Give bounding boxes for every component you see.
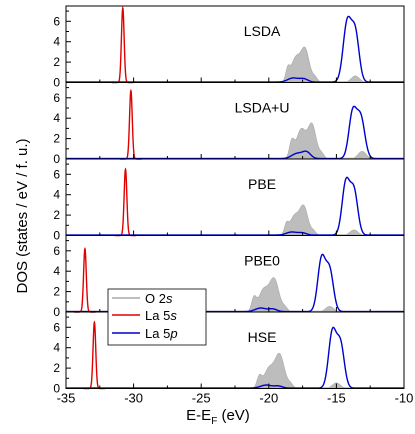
la5s-peak (83, 320, 106, 390)
panel-frame (65, 82, 405, 160)
la5p-curve (66, 176, 404, 236)
legend-la5p-text: La 5 (145, 326, 170, 341)
x-axis-label: E-EF (eV) (186, 407, 250, 427)
x-axis-label-main: E-E (186, 407, 211, 424)
panel-label: LSDA+U (235, 100, 290, 116)
y-tick-label: 4 (53, 341, 60, 355)
y-tick-label: 0 (53, 382, 60, 396)
la5s-peak (74, 246, 96, 313)
legend-entry-la5s: La 5s (145, 308, 177, 323)
y-tick-label: 2 (53, 361, 60, 375)
y-tick-label: 6 (53, 320, 60, 334)
panel-frame (65, 5, 405, 83)
y-tick-label: 4 (53, 188, 60, 202)
panel-frame (65, 158, 405, 236)
legend-entry-o2s: O 2s (145, 291, 173, 306)
x-axis-label-sub: F (211, 416, 217, 427)
axes-group: -35 -30 -25 -20 -15 -10 (57, 391, 414, 406)
y-axis-label: DOS (states / eV / f. u.) (14, 138, 31, 293)
panel-lsda: 0 2 4 6 LSDA (53, 5, 405, 90)
panel-label: LSDA (244, 23, 281, 39)
o2s-area (214, 352, 391, 389)
x-axis-label-unit: (eV) (217, 407, 250, 424)
y-tick-label: 6 (53, 167, 60, 181)
x-tick-label: -10 (395, 391, 414, 406)
y-tick-label: 2 (53, 132, 60, 146)
y-tick-label: 4 (53, 111, 60, 125)
la5s-peak (114, 167, 137, 237)
y-tick-label: 0 (53, 229, 60, 243)
la5s-peak (111, 5, 134, 84)
panel-pbe0: 0 2 4 6 PBE0 (53, 235, 405, 319)
panel-label: PBE0 (244, 253, 280, 269)
panel-label: HSE (248, 329, 277, 345)
y-tick-label: 0 (53, 152, 60, 166)
legend-la5s-orbital: s (170, 308, 177, 323)
y-tick-label: 4 (53, 264, 60, 278)
y-tick-label: 6 (53, 91, 60, 105)
legend-la5s-text: La 5 (145, 308, 170, 323)
legend-o2s-text: O 2 (145, 291, 166, 306)
y-tick-label: 0 (53, 76, 60, 90)
la5s-peak (120, 88, 142, 160)
panel-lsda-u: 0 2 4 6 LSDA+U (53, 82, 405, 166)
x-tick-label: -35 (57, 391, 76, 406)
y-tick-label: 6 (53, 244, 60, 258)
panel-label: PBE (248, 176, 276, 192)
la5p-curve (66, 15, 404, 83)
y-tick-label: 6 (53, 14, 60, 28)
x-tick-label: -15 (327, 391, 346, 406)
legend: O 2s La 5s La 5p (107, 288, 207, 346)
panel-pbe: 0 2 4 6 PBE (53, 158, 405, 243)
y-tick-label: 2 (53, 208, 60, 222)
y-tick-label: 2 (53, 55, 60, 69)
o2s-area (214, 277, 391, 313)
legend-la5p-orbital: p (169, 326, 177, 341)
x-tick-label: -20 (259, 391, 278, 406)
o2s-area (214, 204, 391, 236)
x-tick-label: -30 (124, 391, 143, 406)
x-tick-label: -25 (192, 391, 211, 406)
legend-o2s-orbital: s (166, 291, 173, 306)
legend-entry-la5p: La 5p (145, 326, 178, 341)
y-tick-label: 4 (53, 35, 60, 49)
y-tick-label: 0 (53, 305, 60, 319)
panel-hse: 0 2 4 6 HSE (53, 311, 405, 396)
y-tick-label: 2 (53, 285, 60, 299)
